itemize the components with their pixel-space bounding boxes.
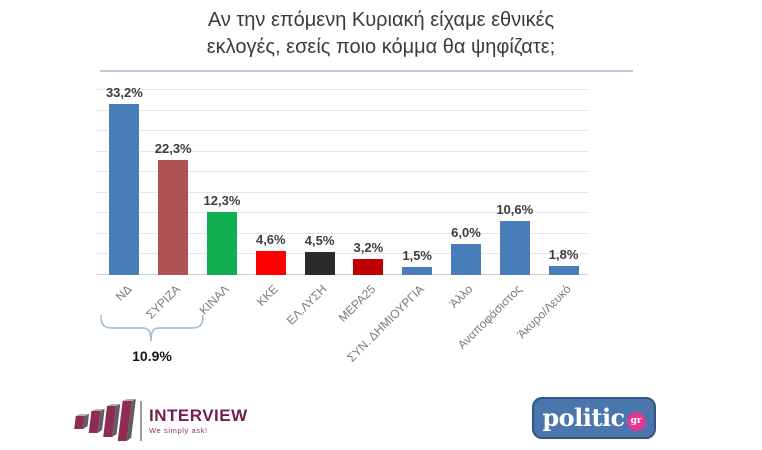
icon-bar-2 <box>88 409 105 433</box>
gridline <box>97 89 588 90</box>
difference-label: 10.9% <box>132 348 172 364</box>
bar <box>304 251 335 275</box>
chart-title: Αν την επόμενη Κυριακή είχαμε εθνικές εκ… <box>0 7 762 61</box>
bar-slot: 22,3% ΣΥΡΙΖΑ <box>143 90 198 321</box>
interview-logo: INTERVIEW We simply ask! <box>74 398 248 444</box>
bar-value-label: 33,2% <box>105 85 143 101</box>
bar <box>499 220 530 275</box>
bar-slot: 4,5% ΕΛ.ΛΥΣΗ <box>284 90 344 328</box>
bar-slots: 33,2% ΝΔ 22,3% ΣΥΡΙΖΑ 12,3% ΚΙΝΑΛ 4,6% ΚΚΕ 4,5% Ε… <box>100 85 588 365</box>
gridline <box>97 171 588 173</box>
gridline <box>97 191 588 193</box>
bar-value-label: 4,6% <box>255 232 286 248</box>
logo-divider <box>140 401 142 441</box>
bar-value-label: 4,5% <box>304 232 335 248</box>
bar <box>109 104 140 275</box>
bar <box>255 251 286 275</box>
title-separator <box>100 70 633 72</box>
bar-value-label: 12,3% <box>203 192 241 208</box>
bar-value-label: 1,5% <box>402 248 432 264</box>
gridline <box>97 130 588 132</box>
bar-slot: 1,8% Άκυρο/Λευκό <box>514 90 588 341</box>
bar-value-label: 3,2% <box>353 239 384 255</box>
bar-chart-plot: 33,2% ΝΔ 22,3% ΣΥΡΙΖΑ 12,3% ΚΙΝΑΛ 4,6% ΚΚΕ 4,5% Ε… <box>97 85 588 365</box>
bar-slot: 4,6% ΚΚΕ <box>246 90 295 309</box>
icon-bar-4 <box>117 399 136 441</box>
gridline <box>97 212 588 214</box>
bar-value-label: 22,3% <box>154 141 192 157</box>
gridline <box>97 274 588 275</box>
bar-slot: 12,3% ΚΙΝΑΛ <box>197 90 247 318</box>
chart-title-line1: Αν την επόμενη Κυριακή είχαμε εθνικές <box>207 9 555 31</box>
bar <box>353 258 384 275</box>
bar-slot: 1,5% ΣΥΝ. ΔΗΜΙΟΥΡΓΙΑ <box>344 90 442 365</box>
gridline <box>97 232 588 234</box>
interview-tagline: We simply ask! <box>149 426 208 435</box>
x-axis-label: ΚΚΕ <box>253 282 281 309</box>
x-axis-label: ΝΔ <box>112 282 135 304</box>
bar-value-label: 6,0% <box>451 225 481 241</box>
bar-value-label: 1,8% <box>548 246 579 262</box>
gridline <box>97 109 588 111</box>
bar-value-label: 10,6% <box>496 201 534 217</box>
politic-logo: politic gr <box>532 397 656 439</box>
x-axis-label: ΜΕΡΑ25 <box>335 282 379 325</box>
x-axis-label: ΕΛ.ΛΥΣΗ <box>283 282 330 328</box>
gridline <box>97 150 588 152</box>
bar-slot: 10,6% Αναποφάσιστος <box>455 90 539 352</box>
interview-bars-icon <box>74 399 136 441</box>
bar-slot: 6,0% Άλλο <box>442 90 491 311</box>
bar <box>450 244 481 275</box>
bar <box>402 267 433 275</box>
interview-wordmark: INTERVIEW <box>149 406 248 425</box>
politic-wordmark: politic <box>542 403 625 432</box>
x-axis-label: ΚΙΝΑΛ <box>196 282 232 318</box>
bar <box>548 265 579 275</box>
gridline <box>97 253 588 255</box>
bar <box>158 160 189 275</box>
politic-gr-badge: gr <box>626 411 646 431</box>
icon-bar-1 <box>74 414 90 429</box>
chart-title-line2: εκλογές, εσείς ποιο κόμμα θα ψηφίζατε; <box>206 36 556 58</box>
bar-slot: 33,2% ΝΔ <box>100 85 149 303</box>
bar <box>206 211 237 275</box>
x-axis-label: Άλλο <box>447 282 476 311</box>
difference-brace <box>100 315 204 342</box>
icon-bar-3 <box>103 404 121 437</box>
bar-slot: 3,2% ΜΕΡΑ25 <box>336 90 393 325</box>
